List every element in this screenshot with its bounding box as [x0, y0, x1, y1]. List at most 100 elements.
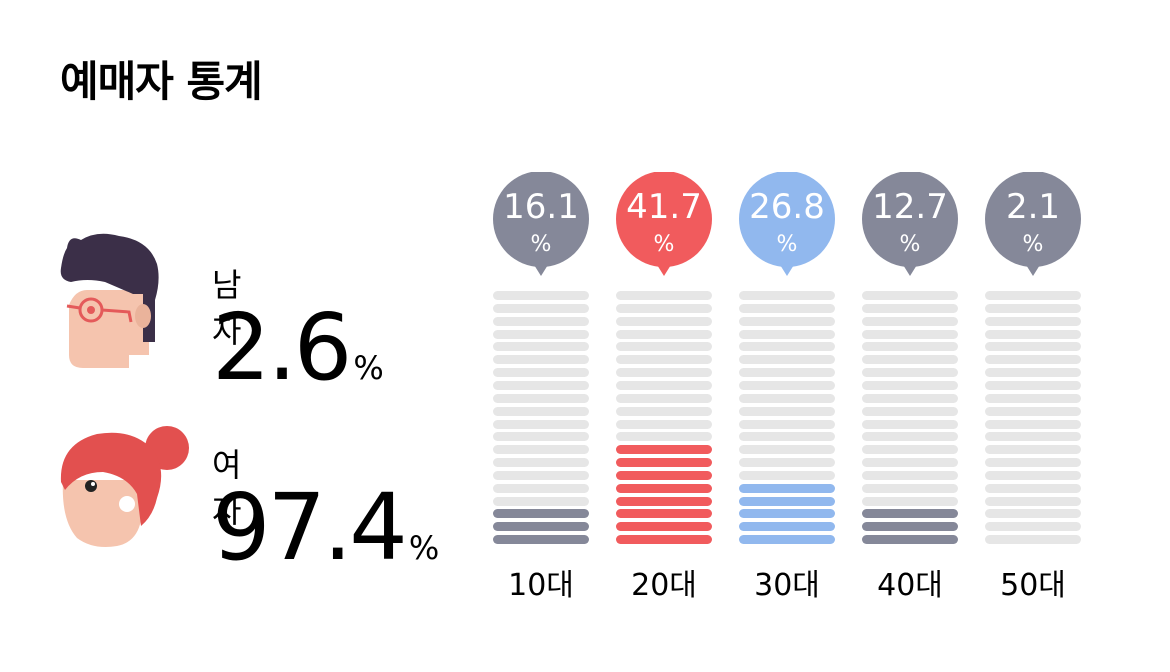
bar-segment — [985, 509, 1081, 519]
bar-segment — [493, 419, 589, 429]
bar-segment — [862, 406, 958, 416]
percent-bubble: 16.1 % — [491, 172, 591, 276]
bar-segment — [985, 303, 1081, 313]
percent-unit: % — [776, 232, 798, 257]
bar-segment — [985, 419, 1081, 429]
bar-segment — [493, 316, 589, 326]
bar-segment — [493, 432, 589, 442]
bar-segment — [739, 355, 835, 365]
bar-segment — [985, 535, 1081, 545]
bar-segment — [985, 393, 1081, 403]
percent-bubble: 41.7 % — [614, 172, 714, 276]
bar-segment — [739, 419, 835, 429]
percent-value: 12.7 — [872, 187, 948, 227]
bar-segment — [739, 329, 835, 339]
bar-segment — [616, 509, 712, 519]
percent-unit: % — [899, 232, 921, 257]
bar-segment — [985, 316, 1081, 326]
percent-value: 2.1 — [1005, 187, 1061, 227]
bar-segment — [493, 445, 589, 455]
bar-segment — [616, 458, 712, 468]
bar-segment — [493, 303, 589, 313]
bar-segment — [493, 329, 589, 339]
percent-bubble: 12.7 % — [860, 172, 960, 276]
bar-segment — [985, 291, 1081, 300]
bar-segment — [739, 291, 835, 300]
bar-segment — [862, 522, 958, 532]
stacked-bar — [616, 291, 712, 547]
age-label: 30대 — [754, 568, 820, 603]
bar-segment — [739, 316, 835, 326]
bar-segment — [739, 368, 835, 378]
bar-segment — [493, 535, 589, 545]
bar-segment — [739, 496, 835, 506]
bar-segment — [616, 470, 712, 480]
bar-segment — [985, 445, 1081, 455]
female-percentage: 97.4% — [212, 482, 439, 574]
bar-segment — [985, 329, 1081, 339]
male-unit: % — [353, 349, 384, 387]
stacked-bar — [862, 291, 958, 547]
male-avatar-icon — [57, 230, 167, 370]
bar-segment — [985, 355, 1081, 365]
male-percentage: 2.6% — [212, 302, 384, 394]
age-label: 20대 — [631, 568, 697, 603]
bar-segment — [616, 368, 712, 378]
bar-segment — [862, 303, 958, 313]
bar-segment — [739, 483, 835, 493]
percent-bubble: 2.1 % — [983, 172, 1083, 276]
percent-value: 26.8 — [749, 187, 825, 227]
bar-segment — [862, 316, 958, 326]
percent-unit: % — [1022, 232, 1044, 257]
bar-segment — [985, 496, 1081, 506]
bar-segment — [862, 291, 958, 300]
bar-segment — [739, 380, 835, 390]
bar-segment — [985, 470, 1081, 480]
percent-bubble: 26.8 % — [737, 172, 837, 276]
age-label: 40대 — [877, 568, 943, 603]
bar-segment — [493, 458, 589, 468]
bar-segment — [985, 483, 1081, 493]
bar-segment — [493, 470, 589, 480]
bar-segment — [739, 342, 835, 352]
bar-segment — [493, 522, 589, 532]
bar-segment — [616, 380, 712, 390]
bar-segment — [862, 535, 958, 545]
bar-segment — [493, 291, 589, 300]
bar-segment — [985, 432, 1081, 442]
bar-segment — [862, 432, 958, 442]
male-value: 2.6 — [212, 294, 352, 401]
bar-segment — [862, 496, 958, 506]
percent-unit: % — [653, 232, 675, 257]
bar-segment — [493, 496, 589, 506]
bar-segment — [616, 535, 712, 545]
bar-segment — [862, 355, 958, 365]
page-title: 예매자 통계 — [60, 57, 263, 106]
bar-segment — [493, 342, 589, 352]
bar-segment — [493, 380, 589, 390]
bar-segment — [862, 380, 958, 390]
bar-segment — [862, 483, 958, 493]
bar-segment — [862, 342, 958, 352]
female-label: 여자 — [212, 446, 242, 530]
bar-segment — [616, 432, 712, 442]
bar-segment — [985, 380, 1081, 390]
female-avatar-icon — [57, 420, 189, 560]
bar-segment — [862, 445, 958, 455]
bar-segment — [616, 355, 712, 365]
bar-segment — [493, 406, 589, 416]
bar-segment — [616, 406, 712, 416]
bar-segment — [493, 355, 589, 365]
bar-segment — [862, 458, 958, 468]
bar-segment — [493, 393, 589, 403]
percent-unit: % — [530, 232, 552, 257]
percent-value: 16.1 — [503, 187, 579, 227]
bar-segment — [616, 496, 712, 506]
bar-segment — [616, 291, 712, 300]
bar-segment — [616, 303, 712, 313]
bar-segment — [862, 368, 958, 378]
female-value: 97.4 — [212, 474, 408, 581]
male-label: 남자 — [212, 266, 242, 350]
bar-segment — [739, 303, 835, 313]
stacked-bar — [985, 291, 1081, 547]
